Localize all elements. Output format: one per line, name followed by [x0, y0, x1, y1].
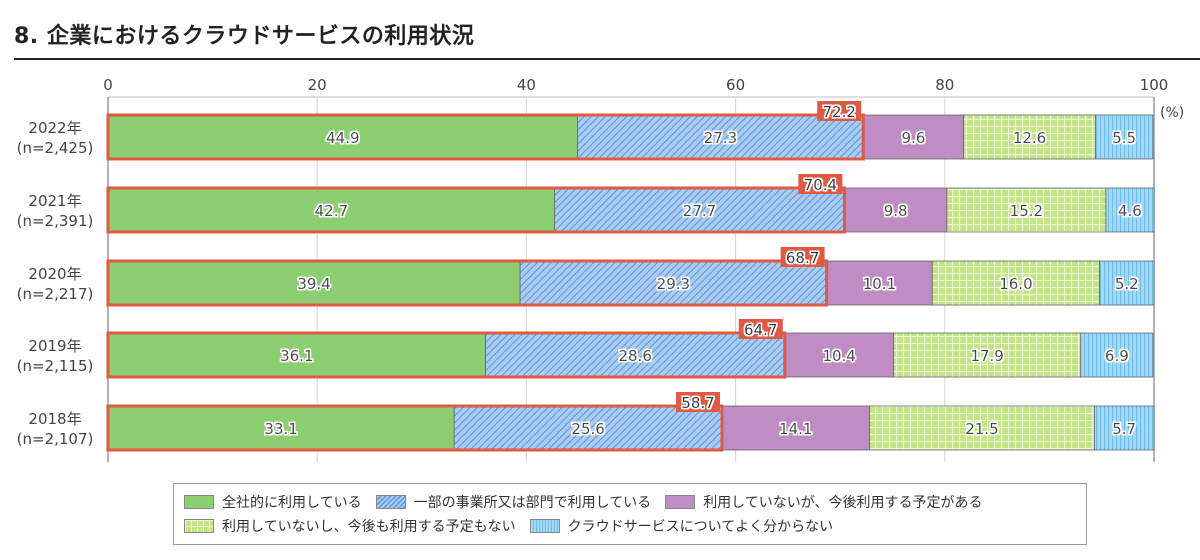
usage-total-highlight — [106, 186, 846, 234]
bar-value-label: 10.1 — [863, 275, 896, 293]
category-n-label: (n=2,115) — [17, 357, 94, 375]
bar-value-label: 10.4 — [822, 347, 855, 365]
title-divider — [14, 58, 1200, 60]
bar-value-label: 9.6 — [901, 129, 925, 147]
legend-item-unknown: クラウドサービスについてよく分からない — [529, 516, 834, 536]
legend-label-partial: 一部の事業所又は部門で利用している — [413, 495, 652, 511]
bar-segment-unknown — [1095, 114, 1154, 160]
legend-swatch-unknown — [529, 519, 560, 533]
bar-value-label: 15.2 — [1010, 202, 1043, 220]
legend-row-2: 利用していないし、今後も利用する予定もない クラウドサービスについてよく分からな… — [184, 514, 1086, 538]
bar-value-label: 28.6 — [618, 347, 651, 365]
bar-segment-planned — [784, 332, 894, 378]
legend-item-planned: 利用していないが、今後利用する予定がある — [665, 492, 983, 512]
x-axis-ticks: 0 20 40 60 80 100 (%) — [103, 76, 1184, 121]
legend-label-unknown: クラウドサービスについてよく分からない — [567, 519, 834, 535]
usage-total-label: 68.7 — [786, 249, 819, 267]
legend-item-company-wide: 全社的に利用している — [184, 492, 362, 512]
x-tick-label: 0 — [103, 76, 113, 94]
bar-value-label: 14.1 — [779, 420, 812, 438]
bar-value-label: 5.2 — [1115, 275, 1139, 293]
usage-total-label: 72.2 — [823, 103, 856, 121]
legend: 全社的に利用している 一部の事業所又は部門で利用している 利用していないが、今後… — [173, 483, 1087, 545]
bar-value-label: 27.3 — [704, 129, 737, 147]
usage-total-highlight — [106, 113, 865, 161]
bar-segment-no-plan — [931, 260, 1101, 306]
bar-value-label: 12.6 — [1013, 129, 1046, 147]
row-labels: 2022年 (n=2,425) 44.9 27.3 9.6 12.6 5.5 72.2 2021… — [17, 101, 1142, 448]
usage-total-highlight — [106, 404, 724, 452]
category-year-label: 2018年 — [28, 410, 81, 428]
bar-segment-no-plan — [963, 114, 1096, 160]
category-n-label: (n=2,217) — [17, 285, 94, 303]
category-n-label: (n=2,425) — [17, 139, 94, 157]
bar-segment-unknown — [1105, 187, 1155, 233]
bars — [106, 113, 1155, 452]
legend-label-no-plan: 利用していないし、今後も利用する予定もない — [222, 519, 516, 535]
bar-segment-planned — [862, 114, 965, 160]
bar-segment-partial — [453, 405, 723, 451]
category-year-label: 2021年 — [28, 192, 81, 210]
legend-item-no-plan: 利用していないし、今後も利用する予定もない — [184, 516, 516, 536]
bar-segment-planned — [843, 187, 948, 233]
legend-swatch-planned — [665, 495, 696, 509]
legend-row-1: 全社的に利用している 一部の事業所又は部門で利用している 利用していないが、今後… — [184, 490, 1086, 514]
bar-value-label: 42.7 — [315, 202, 348, 220]
bar-value-label: 4.6 — [1118, 202, 1142, 220]
bar-value-label: 33.1 — [264, 420, 297, 438]
legend-swatch-partial — [375, 495, 406, 509]
usage-total-badge — [676, 392, 721, 412]
bar-value-label: 5.7 — [1112, 420, 1136, 438]
x-tick-label: 80 — [935, 76, 954, 94]
usage-total-badge — [738, 319, 783, 339]
bar-value-label: 29.3 — [657, 275, 690, 293]
x-tick-label: 100 — [1140, 76, 1169, 94]
bar-segment-partial — [554, 187, 845, 233]
category-n-label: (n=2,391) — [17, 212, 94, 230]
usage-total-highlight — [106, 259, 829, 307]
unit-label: (%) — [1160, 105, 1184, 121]
legend-swatch-no-plan — [184, 519, 214, 533]
bar-value-label: 21.5 — [965, 420, 998, 438]
bar-segment-no-plan — [893, 332, 1082, 378]
usage-total-badge — [780, 247, 825, 267]
bar-segment-company-wide — [107, 405, 455, 451]
usage-total-badge — [798, 174, 843, 194]
bar-segment-unknown — [1080, 332, 1154, 378]
usage-total-badge — [817, 101, 862, 121]
bar-segment-planned — [721, 405, 870, 451]
usage-total-label: 70.4 — [804, 176, 837, 194]
legend-swatch-company-wide — [184, 495, 214, 509]
category-year-label: 2019年 — [28, 337, 81, 355]
usage-total-highlight — [106, 331, 787, 379]
bar-segment-planned — [826, 260, 933, 306]
bar-value-label: 44.9 — [326, 129, 359, 147]
bar-value-label: 36.1 — [280, 347, 313, 365]
bar-value-label: 6.9 — [1105, 347, 1129, 365]
x-tick-label: 60 — [726, 76, 745, 94]
category-year-label: 2020年 — [28, 265, 81, 283]
bar-value-label: 27.7 — [683, 202, 716, 220]
usage-total-label: 64.7 — [744, 321, 777, 339]
bar-value-label: 9.8 — [884, 202, 908, 220]
x-tick-label: 20 — [308, 76, 327, 94]
bar-segment-unknown — [1093, 405, 1155, 451]
legend-label-company-wide: 全社的に利用している — [222, 495, 362, 511]
page-title: 8. 企業におけるクラウドサービスの利用状況 — [14, 24, 475, 49]
bar-segment-company-wide — [107, 332, 487, 378]
bar-value-label: 25.6 — [571, 420, 604, 438]
bar-segment-unknown — [1099, 260, 1155, 306]
stacked-bar-chart: 0 20 40 60 80 100 (%) 2022年 (n=2,425) 44.9 27.3 9.… — [17, 76, 1184, 462]
bar-value-label: 39.4 — [297, 275, 330, 293]
legend-item-partial: 一部の事業所又は部門で利用している — [375, 492, 652, 512]
category-year-label: 2022年 — [28, 119, 81, 137]
legend-label-planned: 利用していないが、今後利用する予定がある — [703, 495, 983, 511]
usage-total-label: 58.7 — [681, 394, 714, 412]
bar-segment-partial — [485, 332, 786, 378]
bar-value-label: 16.0 — [999, 275, 1032, 293]
category-n-label: (n=2,107) — [17, 430, 94, 448]
bar-value-label: 5.5 — [1112, 129, 1136, 147]
x-tick-label: 40 — [517, 76, 536, 94]
bar-value-label: 17.9 — [970, 347, 1003, 365]
